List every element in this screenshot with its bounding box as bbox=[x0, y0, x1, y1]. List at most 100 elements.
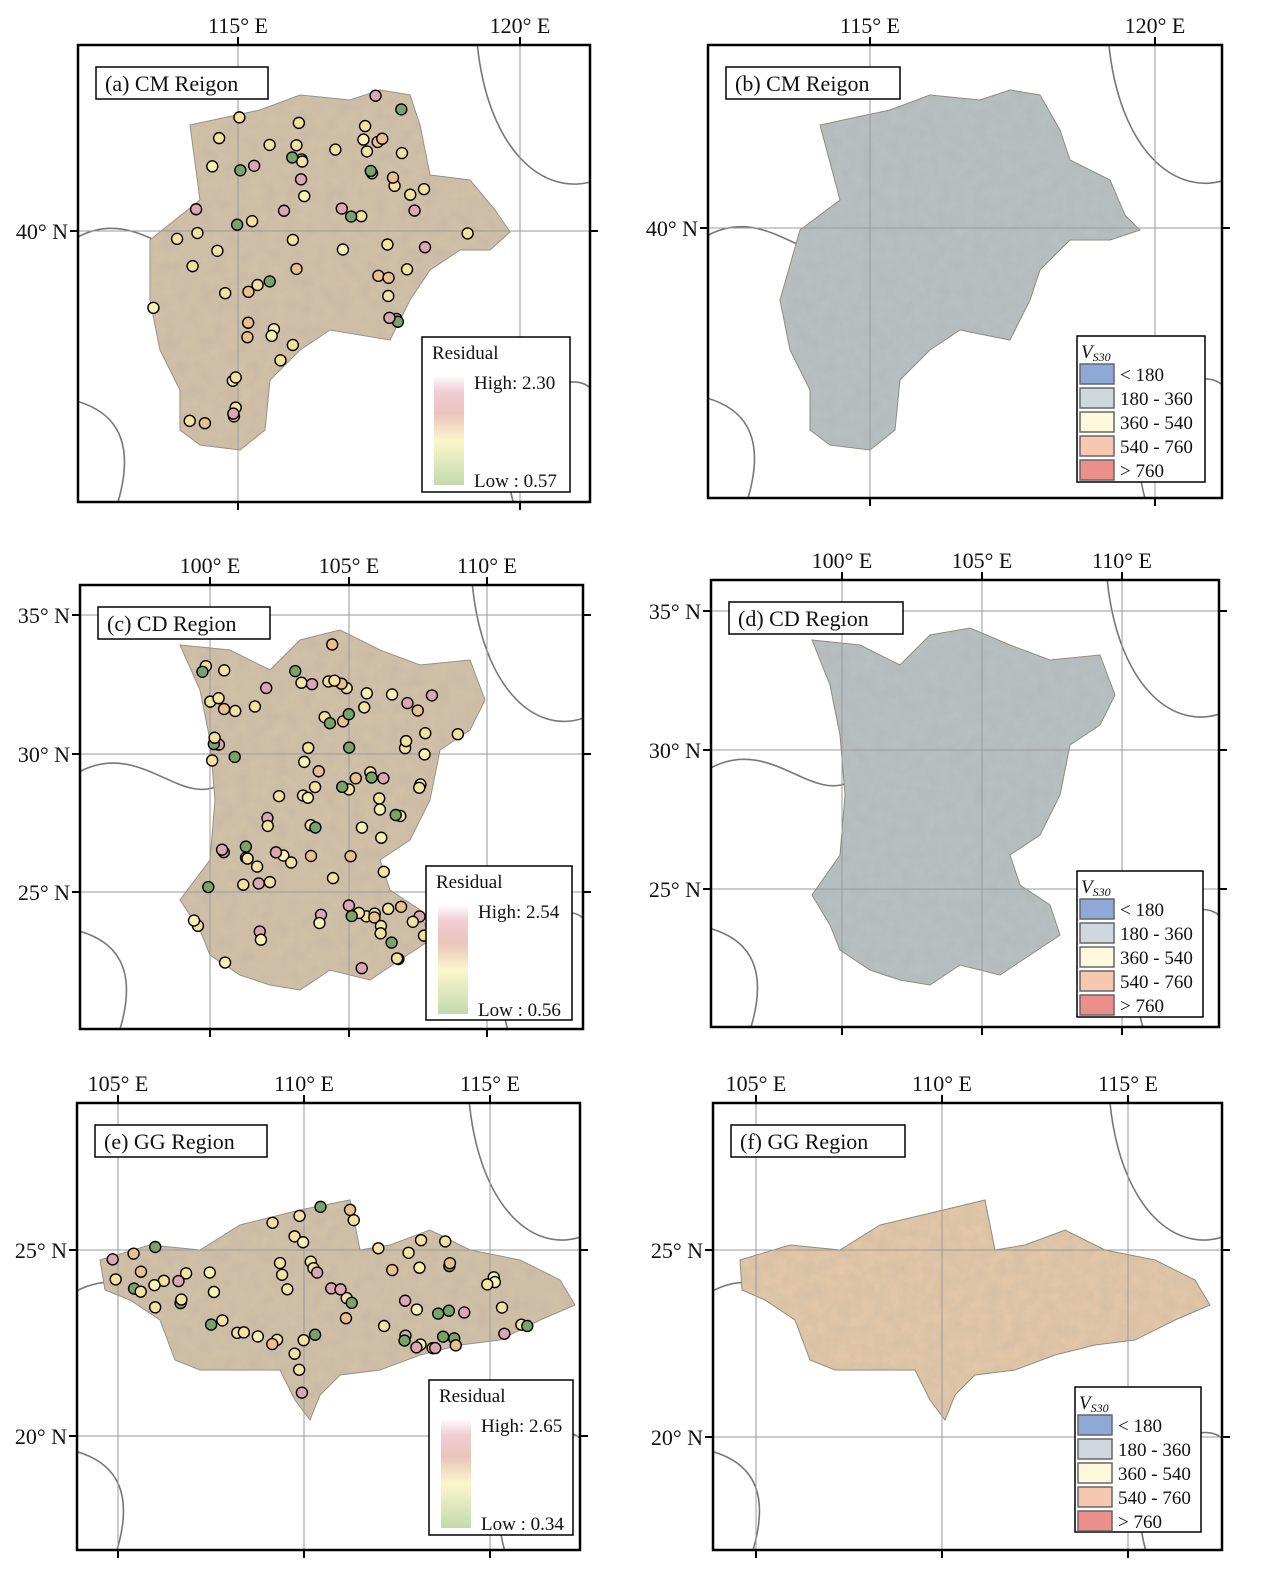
station-marker bbox=[329, 143, 342, 156]
station-marker bbox=[382, 271, 395, 285]
station-marker bbox=[296, 1236, 310, 1249]
station-marker bbox=[237, 878, 250, 891]
station-marker bbox=[251, 278, 264, 292]
station-marker bbox=[449, 1339, 462, 1352]
station-marker bbox=[314, 1200, 327, 1214]
station-marker bbox=[229, 371, 242, 384]
station-marker bbox=[277, 204, 291, 217]
legend-swatch bbox=[1077, 1510, 1113, 1532]
legend-high-label: High: 2.65 bbox=[481, 1416, 562, 1437]
legend-swatch bbox=[1077, 1438, 1113, 1460]
station-marker bbox=[413, 1261, 426, 1274]
legend-class-label: 180 - 360 bbox=[1118, 1440, 1191, 1461]
panel-title-text: (f) GG Region bbox=[740, 1129, 868, 1154]
legend-swatch bbox=[1079, 994, 1115, 1016]
station-marker bbox=[179, 1267, 193, 1280]
station-marker bbox=[345, 909, 358, 923]
terrain-hillshade bbox=[180, 630, 485, 990]
station-marker bbox=[251, 1330, 265, 1343]
station-marker bbox=[293, 1209, 306, 1223]
station-marker bbox=[389, 808, 402, 822]
station-marker bbox=[288, 1347, 301, 1360]
station-marker bbox=[272, 789, 286, 803]
longitude-label: 110° E bbox=[1092, 548, 1152, 573]
map-panel-a: 115° E 120° E 40° N (a) CM Reigon Residual Hi… bbox=[16, 13, 598, 510]
station-marker bbox=[254, 933, 268, 946]
residual-surface bbox=[100, 1200, 575, 1420]
residual-surface bbox=[180, 630, 485, 990]
legend-swatch bbox=[1079, 946, 1115, 968]
station-marker bbox=[417, 182, 431, 196]
station-marker bbox=[183, 414, 196, 428]
station-marker bbox=[372, 269, 385, 283]
station-marker bbox=[373, 792, 386, 805]
legend-class-label: 360 - 540 bbox=[1120, 413, 1193, 434]
station-marker bbox=[377, 772, 390, 785]
station-marker bbox=[247, 159, 261, 172]
station-marker bbox=[401, 696, 414, 710]
station-marker bbox=[404, 188, 417, 201]
map-panel-c: 100° E 105° E 110° E 35° N 30° N 25° N (c) CD … bbox=[18, 553, 591, 1037]
station-marker bbox=[218, 956, 232, 969]
station-marker bbox=[400, 263, 414, 276]
legend-class-label: 540 - 760 bbox=[1120, 972, 1193, 993]
station-marker bbox=[261, 819, 274, 833]
station-marker bbox=[308, 780, 322, 794]
legend-swatch bbox=[1079, 459, 1115, 481]
station-marker bbox=[443, 1256, 457, 1270]
station-marker bbox=[458, 1306, 471, 1319]
latitude-label: 25° N bbox=[15, 1238, 67, 1263]
station-marker bbox=[334, 1283, 347, 1296]
longitude-label: 110° E bbox=[457, 553, 517, 578]
vs30-legend: VS30 < 180 180 - 360 360 - 540 540 - 760 > 76… bbox=[1074, 1386, 1202, 1533]
station-marker bbox=[373, 803, 387, 816]
station-marker bbox=[295, 1386, 309, 1399]
station-marker bbox=[228, 750, 241, 764]
latitude-label: 25° N bbox=[18, 880, 70, 905]
legend-swatch bbox=[1079, 435, 1115, 457]
station-marker bbox=[206, 160, 219, 173]
longitude-label: 100° E bbox=[812, 548, 873, 573]
panel-title: (b) CM Reigon bbox=[725, 66, 901, 100]
legend-low-label: Low : 0.34 bbox=[481, 1514, 564, 1535]
station-marker bbox=[292, 116, 306, 130]
station-marker bbox=[229, 704, 242, 718]
station-marker bbox=[381, 902, 395, 916]
longitude-label: 110° E bbox=[274, 1071, 334, 1096]
station-marker bbox=[252, 877, 265, 890]
legend-class-label: 360 - 540 bbox=[1120, 948, 1193, 969]
station-marker bbox=[294, 173, 308, 186]
station-marker bbox=[198, 416, 212, 430]
residual-surface bbox=[150, 90, 510, 450]
legend-class-label: 180 - 360 bbox=[1120, 924, 1193, 945]
station-marker bbox=[355, 210, 368, 223]
station-marker bbox=[298, 189, 311, 203]
station-marker bbox=[289, 664, 302, 678]
station-marker bbox=[442, 1304, 456, 1317]
station-marker bbox=[265, 329, 278, 343]
station-marker bbox=[207, 1285, 221, 1299]
station-marker bbox=[290, 139, 303, 152]
station-marker bbox=[227, 407, 240, 420]
longitude-label: 105° E bbox=[952, 548, 1013, 573]
station-marker bbox=[377, 865, 390, 878]
longitude-label: 105° E bbox=[726, 1071, 787, 1096]
legend-swatch bbox=[1079, 970, 1115, 992]
panel-title-text: (a) CM Reigon bbox=[105, 71, 238, 96]
station-marker bbox=[245, 215, 259, 228]
station-marker bbox=[372, 1242, 385, 1255]
station-marker bbox=[266, 1337, 279, 1351]
legend-class-label: < 180 bbox=[1120, 365, 1164, 386]
latitude-label: 20° N bbox=[15, 1424, 67, 1449]
terrain-hillshade bbox=[812, 628, 1115, 985]
station-marker bbox=[309, 821, 322, 834]
residual-color-ramp bbox=[434, 375, 464, 485]
station-marker bbox=[349, 772, 362, 785]
terrain-hillshade bbox=[740, 1200, 1210, 1420]
station-marker bbox=[336, 243, 350, 256]
latitude-label: 40° N bbox=[16, 219, 68, 244]
station-marker bbox=[230, 218, 244, 231]
station-marker bbox=[328, 674, 341, 687]
station-marker bbox=[304, 849, 318, 863]
station-marker bbox=[241, 316, 255, 329]
